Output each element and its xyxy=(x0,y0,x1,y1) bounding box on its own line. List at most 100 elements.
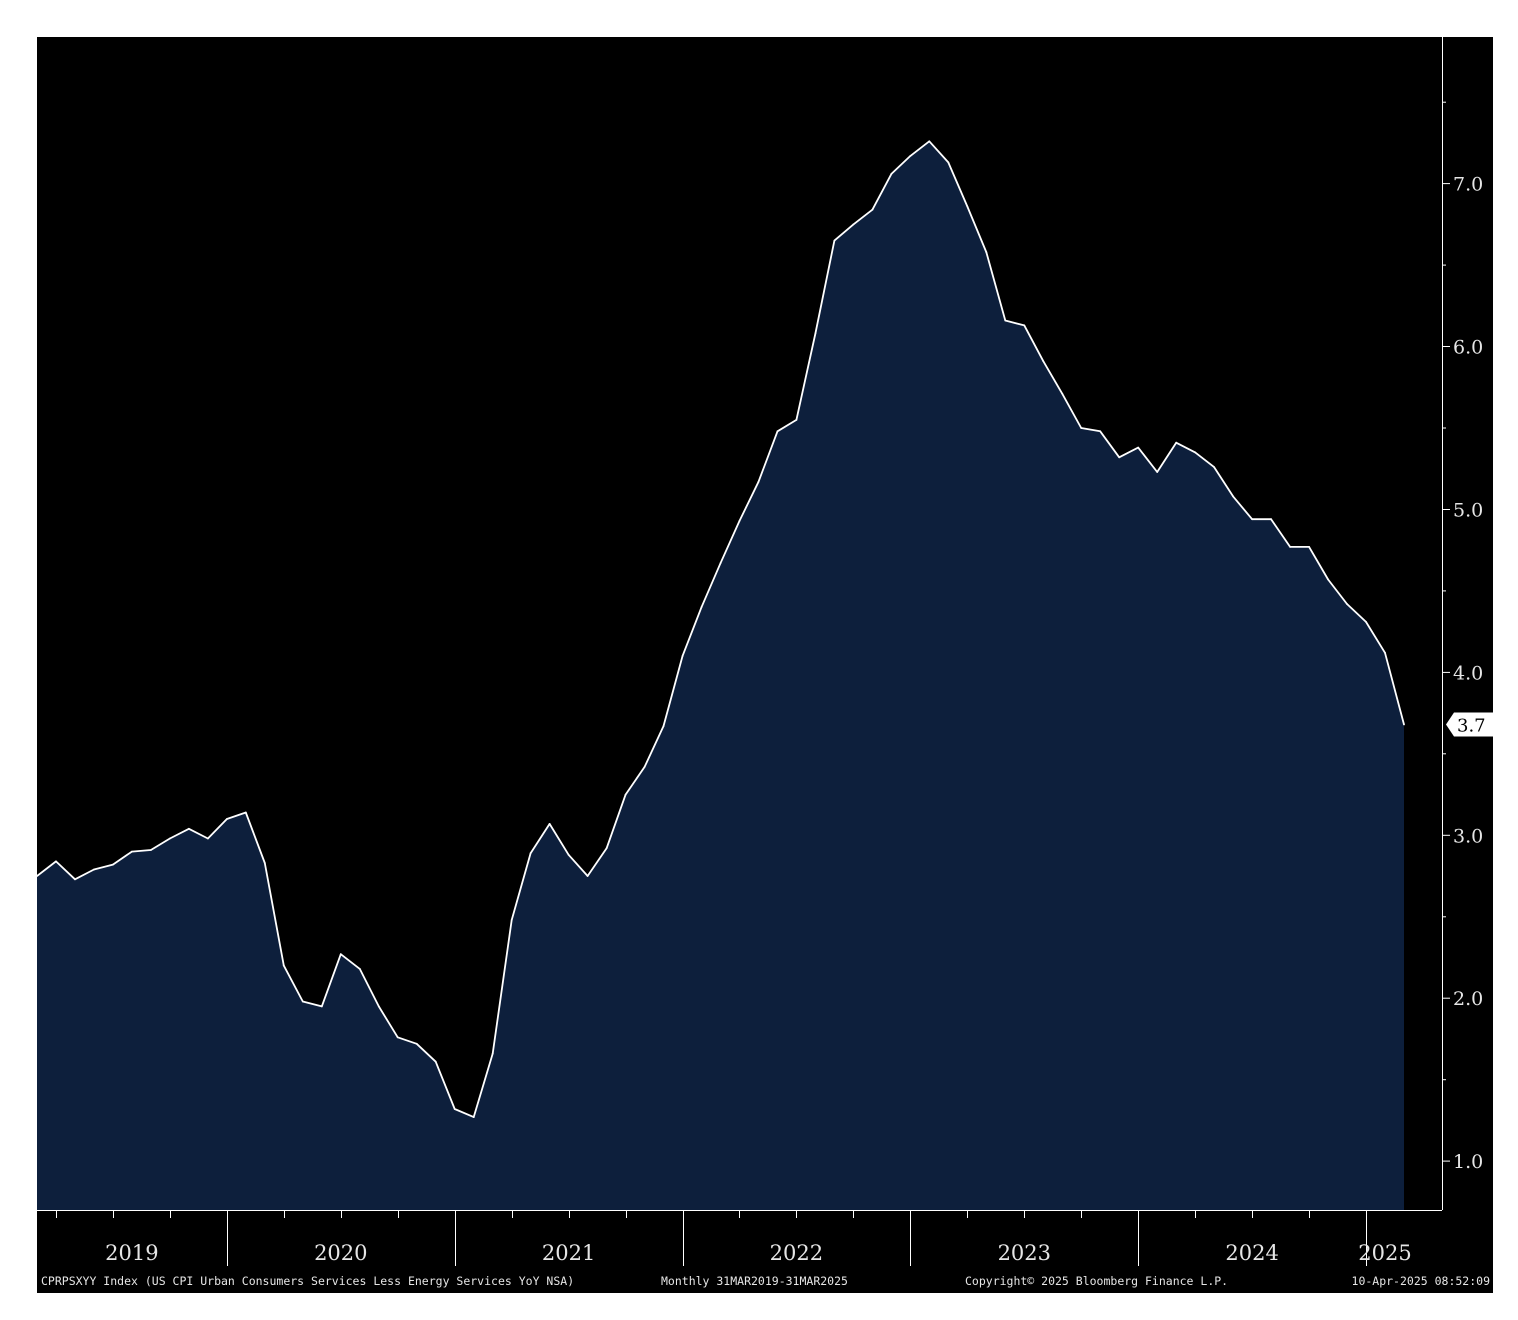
x-year-label-2023: 2023 xyxy=(998,1241,1051,1265)
data-point-2024-12 xyxy=(1346,603,1348,605)
data-point-2019-10 xyxy=(169,837,171,840)
data-point-2023-01 xyxy=(909,155,912,157)
data-point-2024-04 xyxy=(1194,451,1197,454)
data-point-2021-02 xyxy=(472,1116,475,1118)
data-point-2020-06 xyxy=(320,1005,323,1008)
data-point-2020-03 xyxy=(263,862,266,864)
data-point-2020-12 xyxy=(434,1060,437,1063)
data-point-2023-09 xyxy=(1061,392,1064,395)
data-point-2021-04 xyxy=(510,919,513,921)
data-point-2021-07 xyxy=(567,853,570,856)
data-point-2024-01 xyxy=(1137,446,1140,449)
y-tick-label-7.0: 7.0 xyxy=(1453,174,1483,196)
footer-series-description: CPRPSXYY Index (US CPI Urban Consumers S… xyxy=(41,1274,574,1288)
data-point-2019-04 xyxy=(55,860,57,863)
data-point-2021-11 xyxy=(643,766,646,768)
data-point-2022-01 xyxy=(681,655,684,657)
data-point-2021-12 xyxy=(662,725,665,727)
x-axis: 2019 2020 2021 2022 2023 2024 2025 xyxy=(37,1210,1442,1266)
data-point-2021-01 xyxy=(453,1108,456,1110)
data-point-2024-06 xyxy=(1232,495,1234,498)
y-tick-label-3.0: 3.0 xyxy=(1453,825,1483,847)
data-point-2024-02 xyxy=(1156,471,1159,473)
last-value-label: 3.7 xyxy=(1457,716,1486,737)
x-year-label-2025: 2025 xyxy=(1358,1241,1411,1265)
x-year-label-2021: 2021 xyxy=(542,1241,595,1265)
series-area-fill xyxy=(37,141,1404,1210)
data-point-2023-06 xyxy=(1004,319,1007,322)
last-value-tag xyxy=(1446,712,1493,737)
data-point-2024-08 xyxy=(1270,518,1272,521)
data-point-2022-08 xyxy=(814,332,817,335)
data-point-2021-08 xyxy=(586,875,589,877)
data-point-2020-02 xyxy=(244,811,247,814)
data-point-2020-07 xyxy=(339,953,342,956)
data-point-2022-05 xyxy=(757,480,760,483)
x-year-label-2022: 2022 xyxy=(770,1241,823,1265)
data-point-2023-12 xyxy=(1118,456,1121,459)
y-tick-label-6.0: 6.0 xyxy=(1453,337,1483,359)
data-point-2019-08 xyxy=(131,850,133,853)
data-point-2023-07 xyxy=(1023,324,1026,327)
data-point-2023-05 xyxy=(985,251,988,254)
data-point-2021-03 xyxy=(491,1052,494,1055)
data-point-2024-10 xyxy=(1308,546,1310,548)
data-point-2023-02 xyxy=(928,140,931,143)
chart-frame: 1.0 2.0 3.0 4.0 5.0 6.0 7.0 3.7 2019 2020 2021 202… xyxy=(37,37,1493,1293)
data-point-2022-07 xyxy=(795,419,798,421)
data-point-2022-03 xyxy=(719,562,722,565)
footer-timestamp: 10-Apr-2025 08:52:09 xyxy=(1352,1274,1491,1288)
data-point-2023-10 xyxy=(1080,427,1083,429)
x-year-label-2024: 2024 xyxy=(1225,1241,1278,1265)
data-point-2022-02 xyxy=(700,606,703,609)
data-point-2024-07 xyxy=(1251,518,1253,521)
data-point-2024-09 xyxy=(1289,546,1291,548)
data-point-2022-09 xyxy=(833,239,836,242)
data-point-2023-04 xyxy=(966,205,969,208)
data-point-2019-05 xyxy=(74,878,76,881)
data-point-2019-06 xyxy=(93,868,95,871)
y-tick-label-4.0: 4.0 xyxy=(1453,662,1483,684)
data-point-2020-09 xyxy=(377,1005,380,1008)
data-point-2025-03 xyxy=(1403,723,1405,726)
data-point-2019-11 xyxy=(188,827,190,830)
y-tick-label-5.0: 5.0 xyxy=(1453,500,1483,522)
cpi-services-chart: 1.0 2.0 3.0 4.0 5.0 6.0 7.0 3.7 2019 2020 2021 202… xyxy=(37,37,1493,1288)
data-point-2025-02 xyxy=(1384,651,1386,654)
data-point-2021-09 xyxy=(605,847,608,850)
data-point-2021-10 xyxy=(624,793,627,796)
data-point-2020-01 xyxy=(226,818,228,820)
data-point-2023-08 xyxy=(1042,360,1045,363)
data-point-2021-06 xyxy=(548,823,551,825)
footer-copyright: Copyright© 2025 Bloomberg Finance L.P. xyxy=(965,1274,1228,1288)
y-tick-label-1.0: 1.0 xyxy=(1453,1151,1483,1173)
data-point-2022-12 xyxy=(890,173,893,175)
data-point-2020-04 xyxy=(282,964,285,967)
data-point-2022-11 xyxy=(871,208,874,211)
data-point-2023-03 xyxy=(947,161,950,164)
data-point-2023-11 xyxy=(1099,430,1102,433)
footer-frequency-range: Monthly 31MAR2019-31MAR2025 xyxy=(661,1274,848,1288)
data-point-2025-01 xyxy=(1365,621,1367,623)
y-tick-label-2.0: 2.0 xyxy=(1453,988,1483,1010)
y-axis: 1.0 2.0 3.0 4.0 5.0 6.0 7.0 3.7 xyxy=(1442,37,1493,1210)
data-point-2020-08 xyxy=(358,968,361,970)
data-point-2024-03 xyxy=(1175,441,1178,444)
data-point-2019-03 xyxy=(37,875,38,877)
data-point-2019-07 xyxy=(112,863,114,866)
data-point-2024-11 xyxy=(1327,578,1329,581)
data-point-2022-10 xyxy=(852,223,855,226)
data-point-2022-04 xyxy=(738,520,741,522)
footer: CPRPSXYY Index (US CPI Urban Consumers S… xyxy=(41,1274,1490,1288)
data-point-2021-05 xyxy=(529,852,532,855)
data-point-2019-09 xyxy=(150,849,152,851)
data-point-2020-10 xyxy=(396,1036,399,1039)
data-point-2020-11 xyxy=(415,1042,418,1045)
data-point-2019-12 xyxy=(207,837,209,840)
x-year-label-2019: 2019 xyxy=(105,1241,158,1265)
x-year-label-2020: 2020 xyxy=(314,1241,367,1265)
data-point-2024-05 xyxy=(1213,466,1215,468)
plot-area xyxy=(37,140,1405,1210)
data-point-2020-05 xyxy=(301,1000,304,1003)
data-point-2022-06 xyxy=(776,430,779,433)
